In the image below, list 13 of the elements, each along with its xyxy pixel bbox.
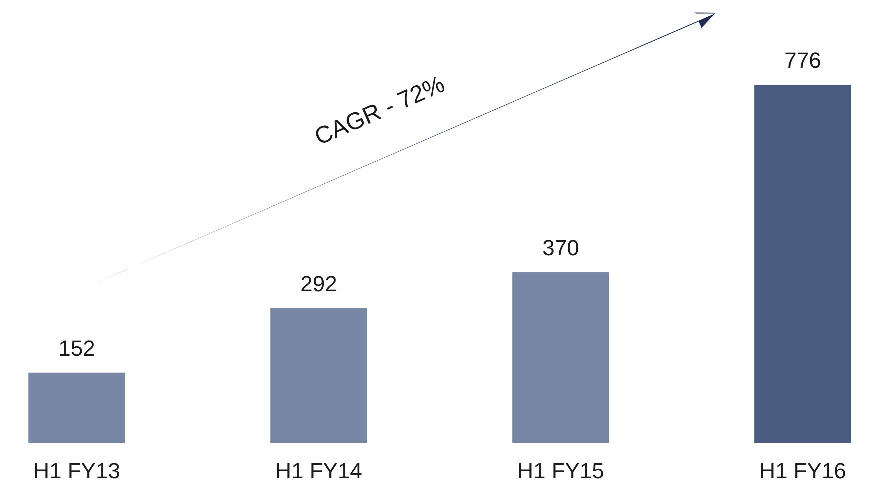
data-label: 776 <box>784 48 822 73</box>
x-tick-label: H1 FY15 <box>518 458 604 484</box>
x-tick-label: H1 FY13 <box>34 458 120 484</box>
x-tick-label: H1 FY16 <box>760 458 846 484</box>
data-label: 370 <box>542 235 580 260</box>
bar <box>28 372 126 443</box>
x-tick-label: H1 FY14 <box>276 458 362 484</box>
data-label: 152 <box>58 336 96 361</box>
bar <box>512 272 610 443</box>
bar <box>754 85 852 443</box>
bar <box>270 308 368 443</box>
annotation: CAGR - 72% <box>311 71 449 152</box>
data-label: 292 <box>300 271 338 296</box>
